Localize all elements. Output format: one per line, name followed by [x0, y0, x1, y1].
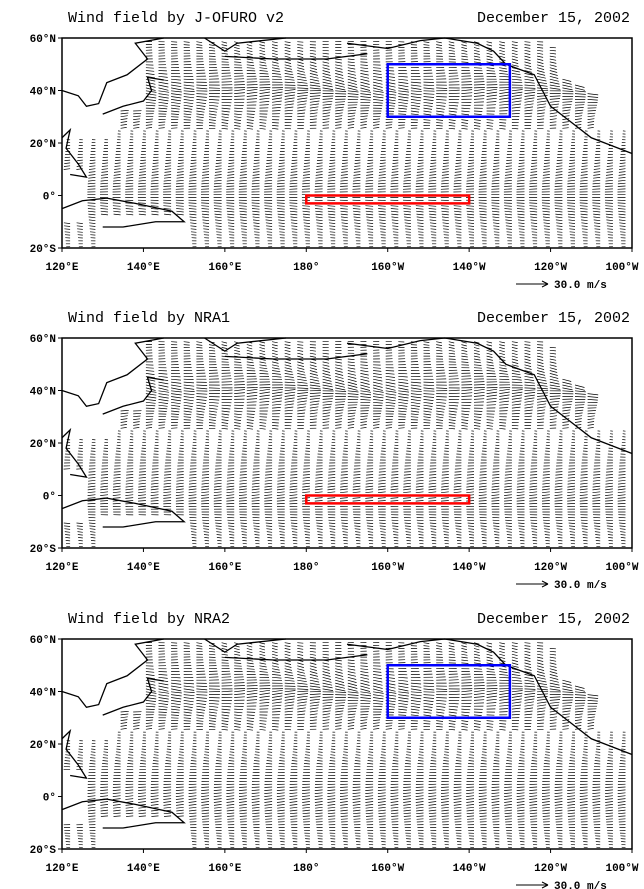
lon-label: 120°E [45, 562, 78, 574]
lon-label: 120°E [45, 262, 78, 274]
lon-label: 140°W [453, 863, 486, 875]
panel-date: December 15, 2002 [477, 10, 630, 27]
lon-label: 120°W [534, 562, 567, 574]
wind-vectors [63, 341, 626, 548]
lon-label: 160°E [208, 562, 241, 574]
coastline [61, 497, 186, 528]
highlight-box [305, 494, 471, 505]
coastline [61, 197, 186, 228]
map-panel: Wind field by NRA2 December 15, 2002 60°N 4… [30, 611, 639, 889]
lon-label: 160°W [371, 863, 404, 875]
scale-label: 30.0 m/s [554, 280, 607, 292]
coastline [346, 638, 633, 756]
coastline [102, 376, 164, 415]
coastline [61, 37, 164, 107]
lon-label: 160°W [371, 262, 404, 274]
lon-label: 140°E [127, 262, 160, 274]
lat-label: 40°N [30, 387, 56, 399]
panel-title: Wind field by NRA2 [68, 611, 230, 628]
coastline [61, 798, 186, 829]
coastline [102, 76, 164, 115]
map-frame [61, 337, 633, 549]
lat-label: 40°N [30, 87, 56, 99]
map-panel: Wind field by J-OFURO v2 December 15, 200… [30, 10, 639, 292]
lat-label: 20°N [30, 139, 56, 151]
scale-arrowhead [541, 280, 549, 288]
coastline [204, 337, 286, 352]
lon-label: 180° [293, 562, 319, 574]
lon-label: 100°W [605, 562, 638, 574]
map-panel: Wind field by NRA1 December 15, 2002 60°N 4… [30, 310, 639, 592]
panel-date: December 15, 2002 [477, 611, 630, 628]
lon-label: 120°E [45, 863, 78, 875]
lat-label: 0° [43, 192, 56, 204]
lon-label: 100°W [605, 262, 638, 274]
scale-label: 30.0 m/s [554, 881, 607, 889]
coastline [102, 677, 164, 716]
lon-label: 160°E [208, 863, 241, 875]
lon-label: 140°W [453, 562, 486, 574]
lat-label: 60°N [30, 34, 56, 46]
coastline [204, 37, 286, 52]
lon-label: 140°E [127, 863, 160, 875]
map-frame [61, 638, 633, 850]
coastline [346, 37, 633, 155]
lon-label: 100°W [605, 863, 638, 875]
scale-label: 30.0 m/s [554, 580, 607, 592]
lat-label: 20°S [30, 845, 57, 857]
panel-date: December 15, 2002 [477, 310, 630, 327]
lat-label: 20°N [30, 740, 56, 752]
lon-label: 160°E [208, 262, 241, 274]
coastline [61, 127, 88, 178]
lon-label: 120°W [534, 262, 567, 274]
lon-label: 120°W [534, 863, 567, 875]
coastline [61, 638, 164, 708]
lat-label: 40°N [30, 688, 56, 700]
highlight-box [386, 664, 512, 719]
lon-label: 140°W [453, 262, 486, 274]
lat-label: 60°N [30, 334, 56, 346]
lon-label: 180° [293, 262, 319, 274]
lat-label: 20°N [30, 439, 56, 451]
scale-arrowhead [541, 580, 549, 588]
lat-label: 60°N [30, 635, 56, 647]
scale-arrowhead [541, 881, 549, 889]
coastline [204, 638, 286, 653]
coastline [346, 337, 633, 455]
lon-label: 180° [293, 863, 319, 875]
coastline [61, 427, 88, 478]
lat-label: 20°S [30, 544, 57, 556]
wind-vectors [63, 642, 626, 849]
panel-title: Wind field by NRA1 [68, 310, 230, 327]
lon-label: 140°E [127, 562, 160, 574]
lat-label: 20°S [30, 244, 57, 256]
coastline [61, 337, 164, 407]
panel-title: Wind field by J-OFURO v2 [68, 10, 284, 27]
coastline [224, 654, 368, 661]
highlight-box [305, 194, 471, 205]
lat-label: 0° [43, 492, 56, 504]
coastline [61, 728, 88, 779]
wind-vectors [63, 41, 626, 248]
coastline [224, 353, 368, 360]
highlight-box [386, 63, 512, 118]
coastline [224, 53, 368, 60]
lat-label: 0° [43, 793, 56, 805]
lon-label: 160°W [371, 562, 404, 574]
